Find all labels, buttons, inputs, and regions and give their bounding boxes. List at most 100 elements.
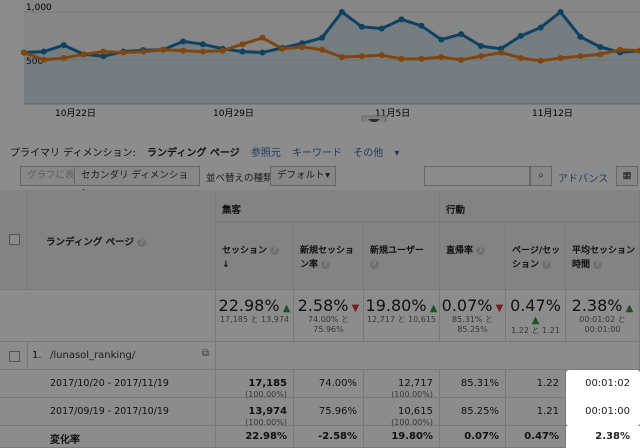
orange-point-24[interactable]	[497, 49, 504, 56]
avg-session-highlight: 00:01:02 00:01:00	[566, 370, 640, 426]
orange-point-15[interactable]	[319, 46, 326, 53]
sort-select[interactable]: デフォルト ▾	[270, 166, 336, 186]
orange-point-3[interactable]	[80, 51, 87, 58]
orange-point-20[interactable]	[418, 55, 425, 62]
grid-view-button[interactable]: ▦	[616, 166, 638, 186]
blue-point-26[interactable]	[537, 24, 544, 31]
blue-point-27[interactable]	[557, 9, 564, 15]
summary-label-cell	[0, 290, 216, 342]
blue-point-8[interactable]	[179, 38, 186, 45]
orange-point-6[interactable]	[140, 48, 147, 55]
page-path-link[interactable]: /lunasol_ranking/	[50, 350, 136, 361]
row-checkbox-cell	[0, 342, 28, 370]
blue-point-11[interactable]	[239, 48, 246, 55]
orange-point-22[interactable]	[458, 56, 465, 63]
change-cell-2: 19.80%	[364, 426, 440, 448]
search-button[interactable]: ⌕	[530, 166, 552, 186]
period-cell-3: 85.31%	[440, 370, 506, 398]
help-icon[interactable]: ?	[370, 260, 379, 269]
blue-point-28[interactable]	[577, 33, 584, 40]
dimension-source[interactable]: 参照元	[250, 148, 281, 159]
help-icon[interactable]: ?	[137, 238, 147, 247]
period-cell-0: 13,974 (100.00%)	[216, 398, 294, 427]
orange-point-14[interactable]	[299, 43, 306, 50]
dimension-other[interactable]: その他 ▾	[353, 148, 400, 159]
orange-point-29[interactable]	[597, 51, 604, 58]
blue-point-9[interactable]	[199, 41, 206, 48]
orange-point-27[interactable]	[557, 55, 564, 61]
sort-label: 並べ替えの種類:	[206, 173, 276, 184]
orange-point-0[interactable]	[21, 49, 27, 56]
orange-point-2[interactable]	[60, 55, 67, 61]
blue-point-20[interactable]	[418, 22, 425, 29]
blue-point-21[interactable]	[438, 36, 445, 43]
period-cell-1: 74.00%	[294, 370, 364, 398]
x-tick-1: 10月22日	[55, 108, 96, 119]
blue-point-16[interactable]	[338, 9, 345, 15]
help-icon[interactable]: ?	[270, 246, 280, 255]
dimension-landing-page[interactable]: ランディング ページ	[147, 148, 240, 159]
orange-point-26[interactable]	[537, 57, 544, 64]
advanced-link[interactable]: アドバンス	[558, 174, 609, 185]
up-arrow-icon: ▲	[429, 303, 438, 314]
orange-point-30[interactable]	[617, 46, 624, 53]
orange-point-25[interactable]	[517, 55, 524, 61]
summary-cell-4: 0.47% ▲ 1.22 と 1.21	[506, 290, 566, 342]
orange-point-10[interactable]	[219, 47, 226, 54]
orange-point-13[interactable]	[279, 45, 286, 52]
orange-point-17[interactable]	[358, 53, 365, 60]
row-checkbox[interactable]	[9, 351, 20, 362]
orange-point-16[interactable]	[338, 54, 345, 61]
sessions-line-chart: 1,000 500 10月22日 10月29日 11月5日 11月12日	[21, 0, 640, 122]
change-label-cell: 変化率	[0, 426, 216, 448]
orange-point-18[interactable]	[378, 52, 385, 59]
change-cell-0: 22.98%	[216, 426, 294, 448]
orange-point-21[interactable]	[438, 54, 445, 61]
orange-point-31[interactable]	[637, 47, 640, 54]
blue-point-15[interactable]	[319, 34, 326, 41]
col-header-4[interactable]: ページ/セッション ?	[506, 222, 566, 290]
col-header-5[interactable]: 平均セッション時間 ?	[566, 222, 640, 290]
search-input[interactable]	[424, 166, 530, 186]
open-external-icon[interactable]: ⧉	[201, 348, 209, 359]
blue-point-18[interactable]	[378, 25, 385, 32]
col-header-3[interactable]: 直帰率 ?	[440, 222, 506, 290]
blue-point-25[interactable]	[517, 32, 524, 39]
blue-series-area	[24, 12, 640, 104]
help-icon[interactable]: ?	[542, 260, 552, 269]
behavior-group-header: 行動	[440, 190, 640, 222]
select-all-checkbox[interactable]	[9, 234, 20, 245]
blue-point-22[interactable]	[458, 31, 465, 38]
orange-point-23[interactable]	[478, 53, 485, 60]
orange-point-28[interactable]	[577, 53, 584, 60]
orange-point-8[interactable]	[179, 47, 186, 54]
blue-point-23[interactable]	[478, 43, 485, 50]
col-header-1[interactable]: 新規セッション率 ?	[294, 222, 364, 290]
orange-point-19[interactable]	[398, 55, 405, 62]
orange-point-9[interactable]	[199, 48, 206, 55]
help-icon[interactable]: ?	[476, 246, 486, 255]
orange-point-7[interactable]	[160, 46, 167, 53]
grid-icon: ▦	[622, 170, 632, 181]
orange-point-1[interactable]	[40, 56, 47, 63]
blue-point-29[interactable]	[597, 43, 604, 50]
blue-point-2[interactable]	[60, 42, 67, 49]
dimension-keyword[interactable]: キーワード	[292, 148, 343, 159]
orange-point-4[interactable]	[100, 48, 107, 55]
blue-point-12[interactable]	[259, 49, 266, 56]
col-header-2[interactable]: 新規ユーザー ?	[364, 222, 440, 290]
help-icon[interactable]: ?	[593, 260, 603, 269]
col-header-0[interactable]: セッション ? ↓	[216, 222, 294, 290]
down-arrow-icon: ▼	[351, 303, 360, 314]
orange-point-5[interactable]	[120, 49, 127, 56]
secondary-dimension-select[interactable]: セカンダリ ディメンション▾	[74, 166, 200, 199]
landing-page-header[interactable]: ランディング ページ ?	[28, 190, 216, 290]
orange-point-11[interactable]	[239, 41, 246, 48]
help-icon[interactable]: ?	[321, 260, 331, 269]
period-cell-0: 17,185 (100.00%)	[216, 370, 294, 399]
blue-point-4[interactable]	[100, 53, 107, 60]
blue-point-19[interactable]	[398, 16, 405, 23]
blue-point-1[interactable]	[40, 48, 47, 55]
orange-point-12[interactable]	[259, 34, 266, 41]
blue-point-17[interactable]	[358, 23, 365, 30]
